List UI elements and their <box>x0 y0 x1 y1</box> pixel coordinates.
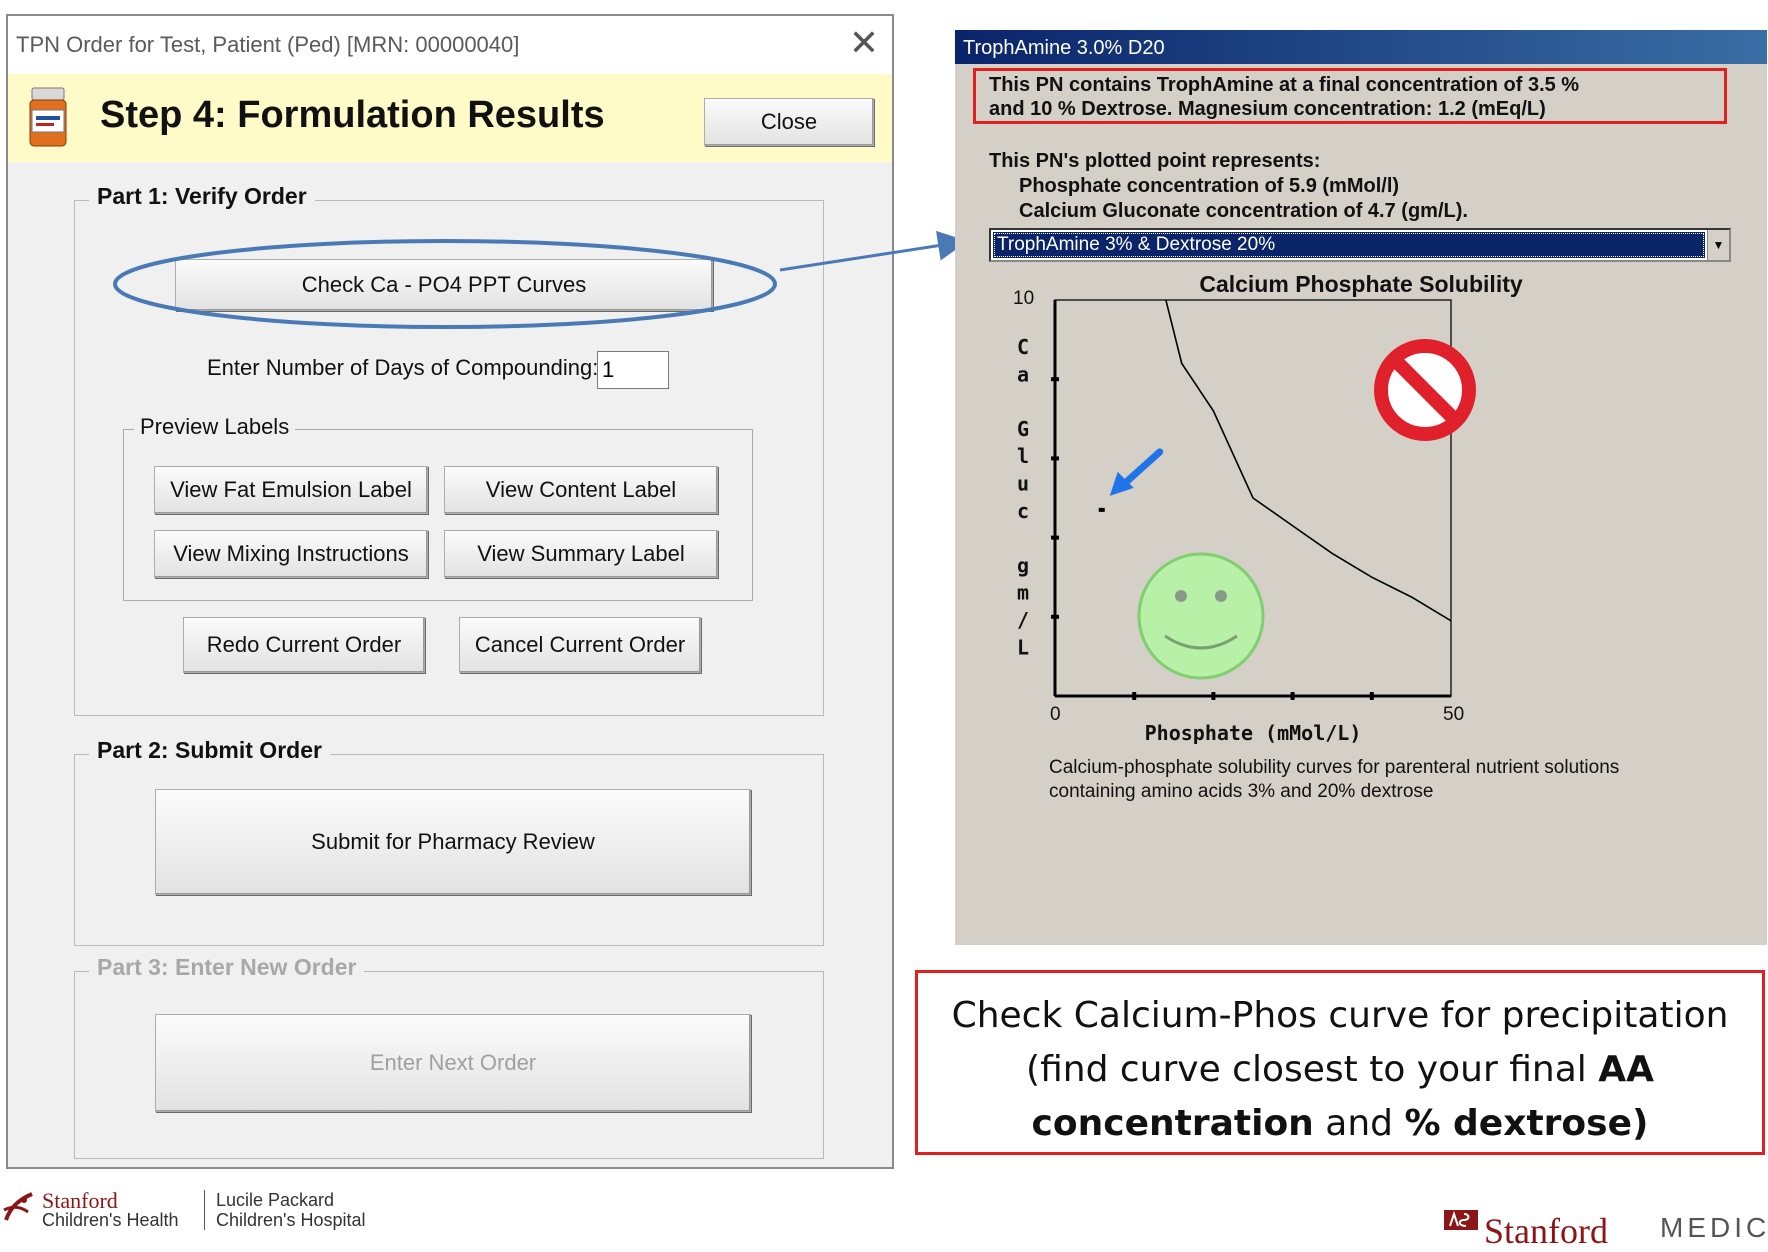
close-button[interactable]: Close <box>704 98 874 146</box>
connector-arrow <box>779 230 968 272</box>
callout-bold-aa: AA concentration <box>1031 1049 1654 1144</box>
solubility-curve <box>1165 299 1452 622</box>
part3-enter-new-order-group: Part 3: Enter New Order Enter Next Order <box>74 954 824 1159</box>
y-axis-label-letter: G <box>1017 417 1029 441</box>
y-axis-label-letter: C <box>1017 335 1029 359</box>
step-title: Step 4: Formulation Results <box>100 94 605 136</box>
highlight-ellipse <box>113 239 777 329</box>
part1-title: Part 1: Verify Order <box>89 183 315 210</box>
view-content-label-button[interactable]: View Content Label <box>444 466 718 514</box>
window-titlebar: TrophAmine 3.0% D20 <box>955 30 1767 64</box>
prohibited-icon-bar <box>1390 355 1460 425</box>
callout-text-and: and <box>1313 1103 1405 1144</box>
y-axis-label-letter: a <box>1017 362 1029 386</box>
y-tick-label: 10 <box>1013 288 1034 309</box>
y-axis-label-letter: L <box>1017 635 1029 659</box>
pill-bottle-icon <box>29 87 67 147</box>
view-mixing-instructions-button[interactable]: View Mixing Instructions <box>154 530 428 578</box>
stanford-childrens-logo-icon <box>3 1192 33 1221</box>
y-axis-label-letter: c <box>1017 499 1029 523</box>
smiley-mouth <box>1164 634 1238 650</box>
submit-for-pharmacy-review-button[interactable]: Submit for Pharmacy Review <box>155 789 751 895</box>
dialog-titlebar: TPN Order for Test, Patient (Ped) [MRN: … <box>8 16 892 74</box>
lpch-logo-line1: Lucile Packard <box>216 1190 335 1210</box>
chart-caption-line1: Calcium-phosphate solubility curves for … <box>1049 757 1620 778</box>
stanford-childrens-logo-sub: Children's Health <box>42 1210 179 1230</box>
tpn-order-dialog: TPN Order for Test, Patient (Ped) [MRN: … <box>6 14 894 1169</box>
smiley-face-icon <box>1137 552 1265 680</box>
preview-labels-group: Preview Labels View Fat Emulsion Label V… <box>123 414 753 601</box>
callout-bold-dextrose: % dextrose) <box>1404 1103 1649 1144</box>
instruction-callout: Check Calcium-Phos curve for precipitati… <box>915 970 1765 1155</box>
curve-select-value: TrophAmine 3% & Dextrose 20% <box>993 232 1705 258</box>
concentration-info-line2: and 10 % Dextrose. Magnesium concentrati… <box>989 98 1546 120</box>
cancel-current-order-button[interactable]: Cancel Current Order <box>459 617 701 673</box>
x-tick-label: 50 <box>1443 704 1464 725</box>
y-axis-label-letter: u <box>1017 472 1029 496</box>
chart-title: Calcium Phosphate Solubility <box>1199 271 1523 297</box>
curve-select-dropdown[interactable]: TrophAmine 3% & Dextrose 20% ▼ <box>989 228 1731 262</box>
view-fat-emulsion-label-button[interactable]: View Fat Emulsion Label <box>154 466 428 514</box>
lpch-logo-line2: Children's Hospital <box>216 1210 366 1230</box>
phosphate-concentration-text: Phosphate concentration of 5.9 (mMol/l) <box>1019 175 1400 197</box>
window-title: TrophAmine 3.0% D20 <box>963 37 1165 59</box>
y-axis-label-letter: m <box>1017 581 1029 605</box>
y-axis-label-letter: l <box>1017 444 1029 468</box>
y-axis-label-letter: / <box>1017 608 1029 632</box>
plotted-point-heading: This PN's plotted point represents: <box>989 150 1321 172</box>
stanford-childrens-logo-name: Stanford <box>42 1188 118 1213</box>
calcium-gluconate-concentration-text: Calcium Gluconate concentration of 4.7 (… <box>1019 200 1468 222</box>
days-of-compounding-input[interactable] <box>597 351 669 389</box>
dialog-title: TPN Order for Test, Patient (Ped) [MRN: … <box>16 32 520 57</box>
part2-submit-order-group: Part 2: Submit Order Submit for Pharmacy… <box>74 737 824 946</box>
prohibited-icon <box>1374 339 1476 441</box>
blue-arrow-head <box>1109 471 1134 496</box>
x-axis-label: Phosphate (mMol/L) <box>1145 721 1362 745</box>
redo-current-order-button[interactable]: Redo Current Order <box>183 617 425 673</box>
enter-next-order-button: Enter Next Order <box>155 1014 751 1112</box>
close-icon[interactable]: ✕ <box>848 23 880 64</box>
chart-caption-line2: containing amino acids 3% and 20% dextro… <box>1049 781 1434 802</box>
smiley-eye-right <box>1215 590 1227 602</box>
calcium-phosphate-solubility-chart: Calcium Phosphate Solubility 0 50 10 Phospha… <box>1013 271 1523 745</box>
preview-labels-title: Preview Labels <box>134 414 296 440</box>
callout-text: Check Calcium-Phos curve for precipitati… <box>951 995 1729 1090</box>
part3-title: Part 3: Enter New Order <box>89 954 365 981</box>
part1-verify-order-group: Part 1: Verify Order Check Ca - PO4 PPT … <box>74 183 824 716</box>
concentration-highlight-box <box>973 68 1727 124</box>
check-ca-po4-curves-button[interactable]: Check Ca - PO4 PPT Curves <box>175 259 713 311</box>
x-tick-label: 0 <box>1050 704 1061 725</box>
stanford-medicine-logo-sub: MEDICINE <box>1660 1212 1768 1243</box>
chevron-down-icon[interactable]: ▼ <box>1707 230 1729 260</box>
stanford-medicine-logo-icon <box>1444 1210 1478 1230</box>
plotted-point <box>1098 507 1105 512</box>
step-header: Step 4: Formulation Results Close <box>8 74 892 162</box>
concentration-info-line1: This PN contains TrophAmine at a final c… <box>989 74 1580 96</box>
stanford-medicine-logo-name: Stanford <box>1484 1211 1608 1251</box>
part2-title: Part 2: Submit Order <box>89 737 330 764</box>
logo-divider <box>204 1190 205 1230</box>
trophamine-window: TrophAmine 3.0% D20 This PN contains Tro… <box>955 30 1767 945</box>
smiley-eye-left <box>1175 590 1187 602</box>
view-summary-label-button[interactable]: View Summary Label <box>444 530 718 578</box>
y-axis-label-letter: g <box>1017 553 1029 577</box>
days-of-compounding-label: Enter Number of Days of Compounding: <box>207 355 599 380</box>
